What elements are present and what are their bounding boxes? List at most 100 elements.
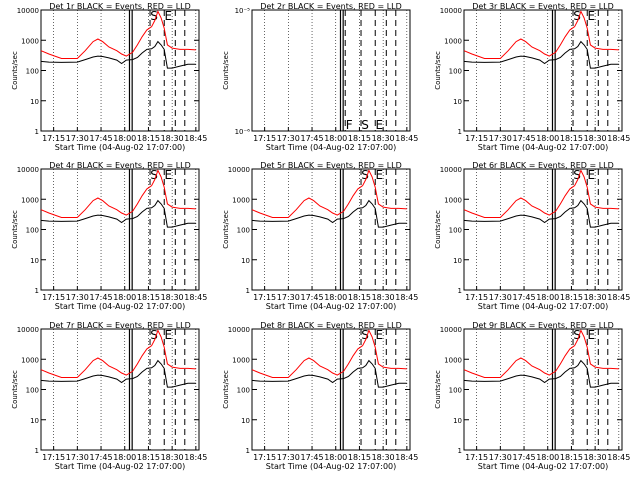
marker-label: F [346, 118, 353, 132]
y-tick-label: 10000 [17, 326, 39, 334]
x-tick-label: 18:45 [395, 293, 418, 302]
x-tick-label: 17:15 [253, 293, 276, 302]
events-series-line [40, 40, 196, 69]
x-tick-label: 18:15 [560, 453, 583, 462]
x-axis-label: Start Time (04-Aug-02 17:07:00) [266, 143, 397, 152]
y-tick-label: 10 [241, 257, 250, 265]
x-tick-label: 17:15 [253, 453, 276, 462]
y-tick-label: 10 [241, 417, 250, 425]
x-tick-label: 18:00 [536, 293, 559, 302]
marker-label: S [361, 168, 369, 182]
y-tick-label: 1 [246, 287, 250, 295]
marker-label: E [587, 328, 595, 342]
x-tick-label: 18:30 [584, 293, 607, 302]
x-tick-label: 18:30 [161, 293, 184, 302]
y-tick-label: 1 [246, 447, 250, 455]
y-axis-label: Counts/sec [222, 370, 230, 409]
x-tick-label: 18:00 [324, 293, 347, 302]
x-tick-label: 17:30 [66, 293, 89, 302]
y-axis-label: Counts/sec [222, 210, 230, 249]
x-axis-label: Start Time (04-Aug-02 17:07:00) [55, 462, 186, 471]
marker-label: E [164, 9, 172, 23]
lld-series-line [463, 10, 619, 59]
x-tick-label: 17:45 [90, 134, 113, 143]
marker-label: S [361, 118, 369, 132]
x-tick-label: 18:30 [161, 453, 184, 462]
x-tick-label: 17:30 [277, 293, 300, 302]
x-tick-label: 17:15 [465, 134, 488, 143]
x-tick-label: 18:30 [161, 134, 184, 143]
y-tick-label: 10000 [17, 7, 39, 15]
y-tick-label: 1000 [444, 356, 462, 364]
panel-title: Det 4r BLACK = Events, RED = LLD [49, 161, 191, 170]
lld-series-line [463, 329, 619, 378]
y-tick-label: 10 [30, 257, 39, 265]
y-tick-label: 1 [458, 287, 462, 295]
y-tick-label: 1000 [21, 356, 39, 364]
x-tick-label: 18:45 [395, 453, 418, 462]
y-tick-label: 10000 [228, 326, 250, 334]
x-axis-label: Start Time (04-Aug-02 17:07:00) [266, 462, 397, 471]
x-axis-label: Start Time (04-Aug-02 17:07:00) [478, 302, 609, 311]
lld-series-line [40, 329, 196, 378]
lld-series-line [40, 169, 196, 218]
marker-label: S [150, 168, 158, 182]
x-axis-label: Start Time (04-Aug-02 17:07:00) [55, 302, 186, 311]
events-series-line [40, 359, 196, 388]
y-tick-label: 10⁻⁵ [235, 7, 251, 15]
y-tick-label: 1 [35, 287, 39, 295]
lld-series-line [463, 169, 619, 218]
y-tick-label: 1000 [444, 37, 462, 45]
y-tick-label: 100 [26, 68, 39, 76]
x-tick-label: 18:00 [324, 453, 347, 462]
x-tick-label: 17:30 [277, 134, 300, 143]
x-tick-label: 17:30 [489, 293, 512, 302]
y-tick-label: 1 [35, 447, 39, 455]
plot-frame [251, 9, 411, 132]
marker-label: E [587, 9, 595, 23]
y-tick-label: 100 [449, 227, 462, 235]
x-tick-label: 18:45 [184, 134, 207, 143]
x-tick-label: 18:45 [607, 134, 630, 143]
y-tick-label: 10000 [440, 7, 462, 15]
marker-label: S [573, 328, 581, 342]
panel-title: Det 9r BLACK = Events, RED = LLD [472, 321, 614, 330]
y-axis-label: Counts/sec [434, 51, 442, 90]
x-tick-label: 18:30 [372, 134, 395, 143]
x-tick-label: 18:00 [536, 453, 559, 462]
y-tick-label: 10000 [228, 166, 250, 174]
x-tick-label: 17:45 [513, 453, 536, 462]
y-tick-label: 1000 [232, 196, 250, 204]
x-tick-label: 17:15 [253, 134, 276, 143]
x-tick-label: 17:45 [513, 134, 536, 143]
y-tick-label: 10000 [440, 326, 462, 334]
x-tick-label: 18:45 [184, 293, 207, 302]
events-series-line [251, 199, 407, 228]
marker-label: E [375, 328, 383, 342]
x-tick-label: 17:45 [301, 453, 324, 462]
x-tick-label: 18:00 [113, 453, 136, 462]
x-tick-label: 17:30 [66, 134, 89, 143]
y-tick-label: 1000 [444, 196, 462, 204]
x-tick-label: 17:30 [277, 453, 300, 462]
y-tick-label: 10 [453, 417, 462, 425]
y-tick-label: 100 [26, 227, 39, 235]
marker-label: E [164, 328, 172, 342]
y-axis-label: Counts/sec [434, 210, 442, 249]
x-tick-label: 18:30 [372, 453, 395, 462]
lld-series-line [251, 329, 407, 378]
x-tick-label: 17:15 [42, 453, 65, 462]
x-tick-label: 17:30 [489, 134, 512, 143]
y-tick-label: 1 [458, 447, 462, 455]
lld-series-line [251, 169, 407, 218]
marker-label: E [375, 168, 383, 182]
events-series-line [463, 359, 619, 388]
x-axis-label: Start Time (04-Aug-02 17:07:00) [478, 462, 609, 471]
x-tick-label: 17:15 [465, 293, 488, 302]
y-tick-label: 1 [35, 128, 39, 136]
